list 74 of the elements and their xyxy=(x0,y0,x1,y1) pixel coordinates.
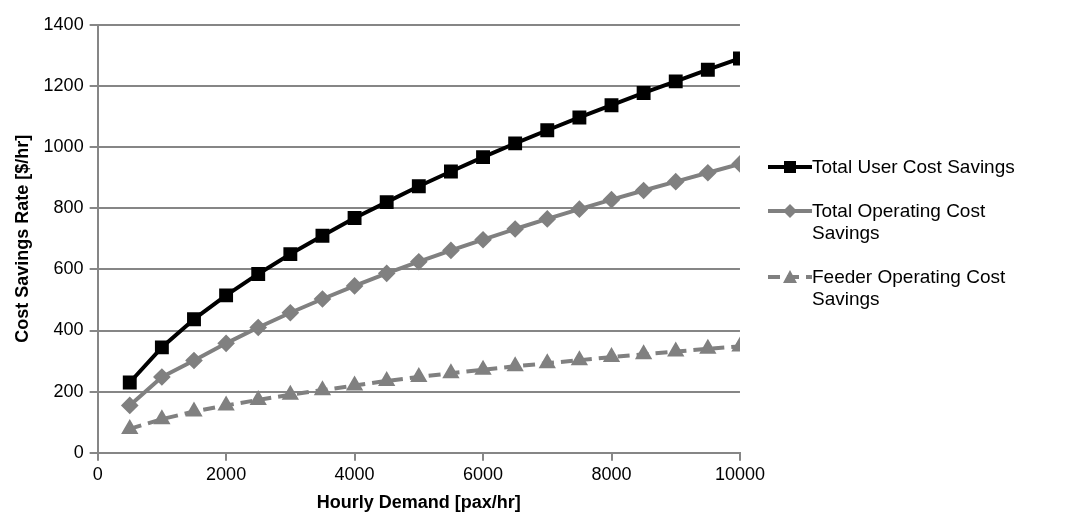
point xyxy=(346,277,363,294)
point xyxy=(507,358,523,372)
point xyxy=(668,74,683,89)
point xyxy=(250,319,267,336)
y-tick-label: 0 xyxy=(73,441,84,462)
y-tick-label: 200 xyxy=(53,380,84,401)
point xyxy=(410,253,427,270)
point xyxy=(379,195,394,210)
point xyxy=(347,211,362,225)
point xyxy=(443,164,458,179)
y-tick-label: 600 xyxy=(53,258,84,279)
point xyxy=(604,98,619,113)
point xyxy=(700,340,716,354)
point xyxy=(411,368,426,382)
point xyxy=(442,242,459,259)
point xyxy=(636,86,651,100)
point xyxy=(282,304,299,321)
point xyxy=(314,291,331,308)
point xyxy=(604,349,619,363)
point xyxy=(476,150,490,165)
x-tick-label: 2000 xyxy=(206,463,247,484)
point xyxy=(475,361,491,375)
point xyxy=(315,228,330,243)
point xyxy=(540,123,555,138)
point xyxy=(572,110,587,125)
y-tick-label: 400 xyxy=(53,319,84,340)
point xyxy=(218,335,235,352)
point xyxy=(251,391,266,405)
point xyxy=(315,382,330,396)
point xyxy=(122,375,137,390)
point xyxy=(185,352,202,369)
x-tick-label: 4000 xyxy=(334,463,375,484)
point xyxy=(219,288,234,303)
point xyxy=(636,346,651,360)
point xyxy=(699,164,716,181)
x-tick-label: 8000 xyxy=(591,463,632,484)
y-axis-title: Cost Savings Rate [$/hr] xyxy=(11,134,32,343)
point xyxy=(187,312,201,327)
x-tick-label: 10000 xyxy=(714,463,765,484)
point xyxy=(122,420,137,434)
point xyxy=(346,375,363,391)
point xyxy=(154,340,169,355)
y-tick-label: 1200 xyxy=(43,74,84,95)
legend-label: Total User Cost Savings xyxy=(812,156,1015,178)
point xyxy=(411,179,426,194)
point xyxy=(283,386,298,400)
legend-label: Total Operating Cost Savings xyxy=(812,200,987,244)
point xyxy=(635,182,652,199)
point xyxy=(700,62,715,77)
point xyxy=(251,267,266,281)
point xyxy=(443,365,459,379)
point xyxy=(379,372,394,386)
point xyxy=(507,221,524,238)
point xyxy=(572,352,587,366)
x-tick-label: 6000 xyxy=(463,463,504,484)
y-tick-label: 800 xyxy=(53,197,84,218)
point xyxy=(153,368,170,385)
point xyxy=(539,210,556,227)
point xyxy=(571,201,588,218)
legend-label: Feeder Operating Cost Savings xyxy=(812,266,1007,310)
point xyxy=(121,397,138,414)
point xyxy=(667,173,684,190)
y-tick-label: 1400 xyxy=(43,13,84,34)
x-axis-title: Hourly Demand [pax/hr] xyxy=(316,492,521,513)
point xyxy=(508,136,523,151)
point xyxy=(154,411,170,425)
y-tick-label: 1000 xyxy=(43,136,84,157)
point xyxy=(540,355,555,369)
point xyxy=(218,397,234,411)
point xyxy=(378,265,395,282)
point xyxy=(603,191,620,208)
x-tick-label: 0 xyxy=(92,463,103,484)
point xyxy=(475,231,492,248)
point xyxy=(283,247,298,262)
